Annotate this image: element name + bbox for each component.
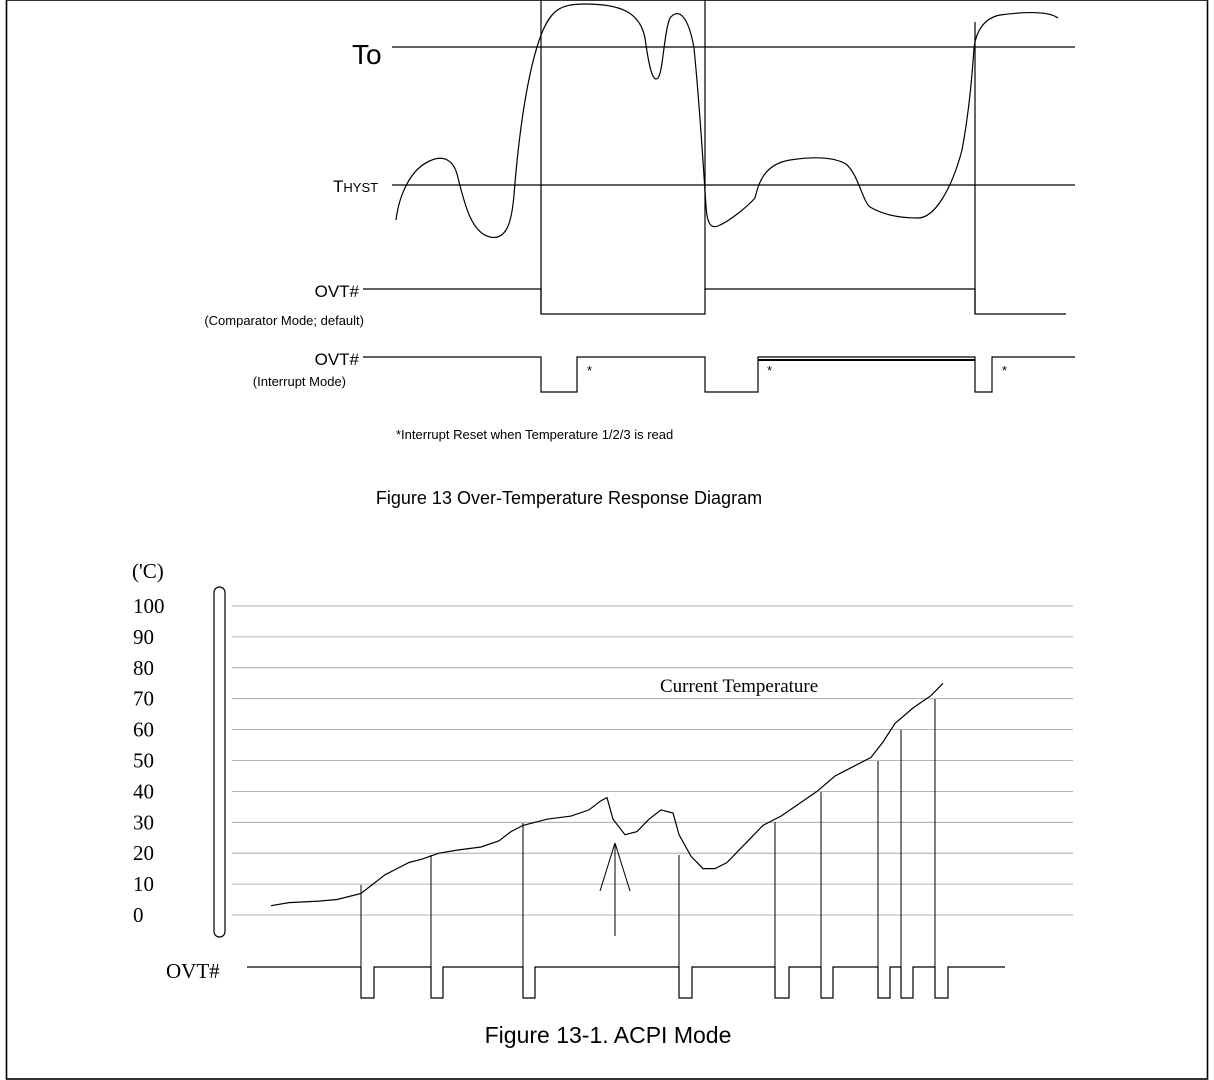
- arrow-head-right: [614, 842, 631, 892]
- interrupt-reset-asterisk: *: [767, 363, 772, 378]
- arrow-head-left: [599, 842, 616, 892]
- y-tick-label: 60: [133, 718, 154, 742]
- to-label: To: [352, 39, 382, 70]
- y-tick-label: 10: [133, 872, 154, 896]
- figure-13-caption: Figure 13 Over-Temperature Response Diag…: [376, 488, 762, 508]
- temperature-unit-label: ('C): [132, 559, 164, 583]
- interrupt-reset-note: *Interrupt Reset when Temperature 1/2/3 …: [396, 427, 673, 442]
- y-tick-label: 40: [133, 779, 154, 803]
- ovt-interrupt-label: OVT#: [315, 350, 360, 369]
- interrupt-mode-label: (Interrupt Mode): [253, 374, 346, 389]
- y-tick-label: 70: [133, 687, 154, 711]
- thyst-label-main: T: [333, 177, 343, 196]
- page-frame: [5, 0, 1209, 1080]
- arrow-icon: [599, 842, 631, 936]
- ovt-acpi-label: OVT#: [166, 959, 220, 983]
- trigger-lines: [360, 699, 936, 967]
- ovt-comparator-signal: [363, 288, 1066, 315]
- interrupt-reset-asterisk: *: [587, 363, 592, 378]
- ovt-comparator-label: OVT#: [315, 282, 360, 301]
- grid: [232, 605, 1073, 916]
- y-tick-label: 30: [133, 810, 154, 834]
- comparator-mode-label: (Comparator Mode; default): [204, 313, 364, 328]
- figure-13-1-caption: Figure 13-1. ACPI Mode: [485, 1022, 732, 1048]
- y-tick-label: 100: [133, 594, 165, 618]
- y-tick-label: 80: [133, 656, 154, 680]
- y-tick-label: 0: [133, 903, 144, 927]
- interrupt-reset-asterisk: *: [1002, 363, 1007, 378]
- y-tick-label: 50: [133, 749, 154, 773]
- thermometer-bar: [213, 586, 226, 938]
- temperature-waveform: [395, 3, 1059, 238]
- current-temperature-label: Current Temperature: [660, 676, 818, 697]
- over-temperature-response-diagram: To THYST OVT# (Comparator Mode; default)…: [204, 0, 1075, 508]
- thyst-label: THYST: [333, 177, 378, 196]
- y-tick-label: 20: [133, 841, 154, 865]
- y-tick-label: 90: [133, 625, 154, 649]
- thyst-label-subscript: HYST: [343, 180, 378, 195]
- current-temperature-line: [270, 682, 944, 907]
- ovt-acpi-signal: [247, 966, 1005, 999]
- ovt-interrupt-signal: [363, 356, 1075, 393]
